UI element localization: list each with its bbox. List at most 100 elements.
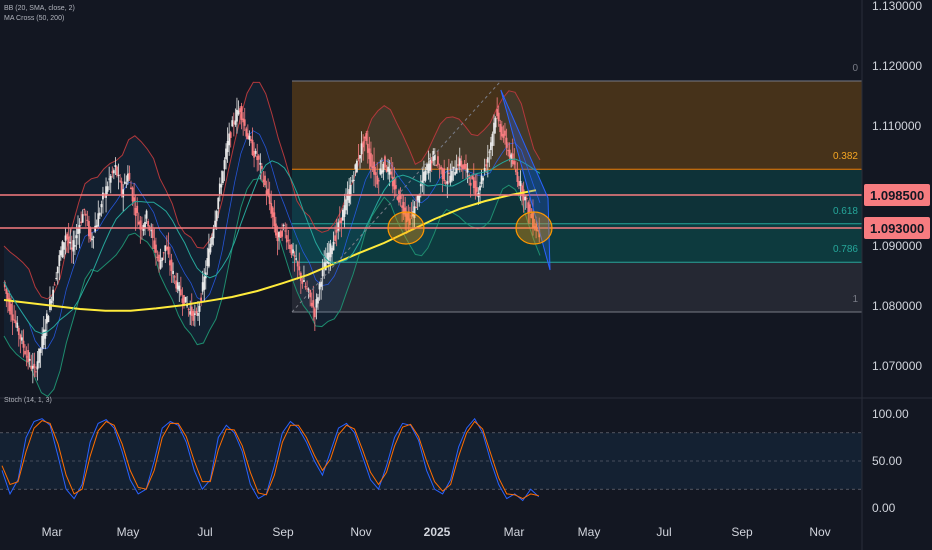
candle-body: [214, 220, 217, 227]
candle-body: [368, 148, 371, 160]
candle-body: [500, 126, 503, 137]
candle-body: [394, 185, 397, 189]
candle-body: [232, 122, 235, 124]
candle-body: [251, 139, 254, 156]
candle-body: [475, 187, 478, 192]
stoch-indicator-label[interactable]: Stoch (14, 1, 3): [4, 397, 52, 404]
candle-body: [535, 223, 538, 231]
candle-body: [360, 143, 363, 155]
candle-body: [430, 160, 433, 164]
candle-body: [337, 222, 340, 231]
candle-body: [418, 195, 421, 203]
candle-body: [412, 211, 414, 217]
candle-body: [485, 164, 488, 167]
candle-body: [480, 175, 483, 185]
candle-body: [499, 123, 502, 133]
x-tick-label: Sep: [272, 525, 294, 539]
x-tick-label: Nov: [809, 525, 830, 539]
candle-body: [351, 180, 354, 182]
bb-fill: [4, 82, 540, 397]
fib-label-1: 1: [852, 294, 858, 305]
candle-body: [192, 311, 195, 321]
candle-body: [229, 132, 232, 138]
x-tick-label: May: [578, 525, 601, 539]
candle-body: [326, 252, 329, 263]
candle-body: [441, 168, 444, 180]
candle-body: [47, 316, 50, 322]
candle-body: [98, 212, 101, 216]
candle-body: [42, 329, 45, 345]
candle-body: [385, 169, 388, 172]
candle-body: [167, 246, 170, 255]
candle-body: [178, 285, 181, 292]
candle-body: [278, 231, 280, 238]
candle-body: [198, 306, 201, 312]
candle-body: [370, 153, 372, 167]
candle-body: [327, 252, 330, 264]
candle-body: [437, 156, 439, 165]
candle-body: [332, 241, 335, 251]
candle-body: [525, 198, 528, 200]
candle-body: [284, 230, 287, 232]
candle-body: [262, 179, 265, 182]
candle-body: [519, 180, 522, 187]
candle-body: [19, 334, 22, 340]
candle-body: [528, 204, 531, 212]
candle-body: [458, 158, 461, 166]
candle-body: [440, 166, 442, 170]
candle-body: [306, 288, 308, 290]
candle-body: [313, 308, 316, 318]
candle-body: [100, 204, 103, 208]
candle-body: [505, 137, 508, 148]
candle-body: [122, 189, 125, 198]
fib-label-0.786: 0.786: [833, 244, 858, 255]
candle-body: [195, 310, 198, 314]
candle-body: [303, 280, 305, 282]
candle-body: [472, 177, 475, 189]
candle-body: [80, 221, 83, 224]
stoch-tick-label: 0.00: [872, 501, 896, 515]
candle-body: [112, 170, 115, 174]
axes: 1.130000 1.120000 1.110000 1.090000 1.080000…: [42, 0, 930, 550]
candle-body: [329, 243, 332, 258]
candle-body: [488, 151, 491, 153]
candle-body: [379, 168, 382, 175]
candle-body: [91, 238, 93, 241]
candle-body: [423, 171, 425, 181]
candle-body: [416, 195, 419, 201]
candle-body: [296, 261, 299, 267]
candle-body: [28, 358, 31, 361]
candle-body: [365, 133, 368, 141]
candle-body: [207, 248, 210, 267]
candle-body: [254, 150, 257, 154]
candle-body: [536, 230, 539, 232]
candle-body: [151, 229, 154, 238]
candle-body: [137, 221, 140, 225]
candle-body: [407, 211, 410, 221]
fib-zone-0: [292, 81, 862, 170]
candle-body: [259, 162, 262, 165]
fib-retracement[interactable]: 0 0.382 0.618 0.786 1: [292, 63, 862, 313]
candle-body: [348, 189, 351, 203]
candle-body: [150, 230, 153, 232]
candle-body: [452, 166, 455, 169]
candle-body: [530, 213, 533, 219]
candle-body: [97, 213, 100, 227]
candle-body: [222, 171, 224, 184]
bb-indicator-label[interactable]: BB (20, SMA, close, 2): [4, 5, 75, 12]
candle-body: [111, 171, 114, 173]
fib-zone-1: [292, 169, 862, 224]
candle-body: [482, 177, 485, 181]
candle-body: [212, 228, 215, 239]
ma-cross-indicator-label[interactable]: MA Cross (50, 200): [4, 15, 65, 22]
candle-body: [490, 142, 492, 151]
candle-body: [465, 163, 467, 169]
y-tick-label: 1.120000: [872, 59, 922, 73]
stoch-k-line: [1, 417, 540, 502]
candle-body: [454, 171, 456, 175]
candle-body: [58, 255, 61, 267]
candle-body: [415, 207, 418, 209]
y-tick-label: 1.110000: [872, 119, 921, 133]
candle-body: [419, 184, 422, 187]
